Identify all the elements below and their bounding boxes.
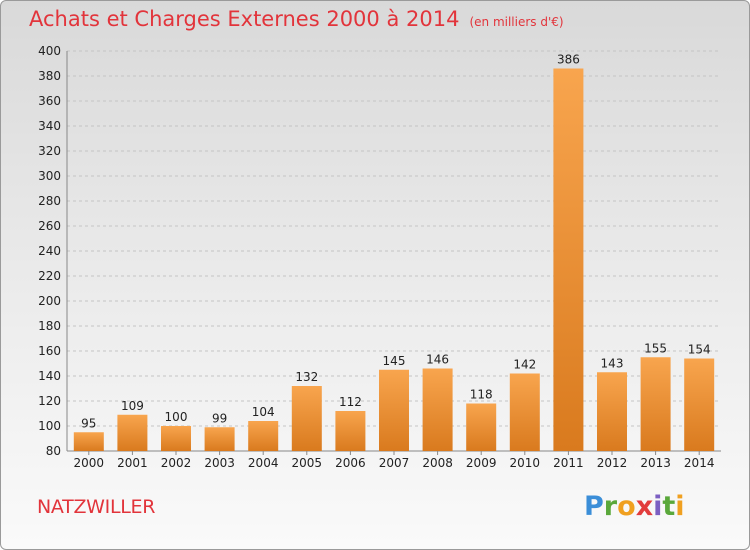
data-label-2010: 142 [513, 358, 536, 372]
x-tick-label-2012: 2012 [597, 456, 628, 470]
commune-name: NATZWILLER [37, 496, 156, 518]
y-tick-label: 260 [38, 219, 61, 233]
bar-2014 [684, 358, 715, 451]
x-tick-label-2002: 2002 [161, 456, 192, 470]
y-tick-label: 200 [38, 294, 61, 308]
x-tick-label-2000: 2000 [74, 456, 105, 470]
x-tick-label-2011: 2011 [553, 456, 584, 470]
data-label-2006: 112 [339, 395, 362, 409]
x-tick-label-2001: 2001 [117, 456, 148, 470]
x-tick-label-2004: 2004 [248, 456, 279, 470]
x-tick-label-2009: 2009 [466, 456, 497, 470]
chart-title: Achats et Charges Externes 2000 à 2014 (e… [29, 7, 564, 31]
bar-2009 [466, 403, 497, 451]
data-label-2013: 155 [644, 341, 667, 355]
y-tick-label: 220 [38, 269, 61, 283]
x-tick-label-2003: 2003 [204, 456, 235, 470]
data-label-2008: 146 [426, 353, 449, 367]
y-tick-label: 80 [46, 444, 61, 458]
bar-2013 [640, 357, 671, 451]
bar-2007 [379, 369, 409, 451]
data-label-2001: 109 [121, 399, 144, 413]
x-tick-label-2005: 2005 [292, 456, 323, 470]
bar-2012 [597, 372, 627, 451]
data-label-2000: 95 [81, 416, 96, 430]
y-tick-label: 100 [38, 419, 61, 433]
x-tick-label-2007: 2007 [379, 456, 410, 470]
data-label-2004: 104 [252, 405, 275, 419]
proxiti-logo: Proxiti [584, 491, 685, 522]
data-label-2014: 154 [688, 343, 711, 357]
y-tick-label: 360 [38, 94, 61, 108]
chart-subtitle: (en milliers d'€) [469, 15, 564, 29]
y-tick-label: 320 [38, 144, 61, 158]
y-tick-label: 140 [38, 369, 61, 383]
data-label-2012: 143 [601, 356, 624, 370]
bar-2010 [509, 373, 540, 451]
bar-2001 [117, 414, 148, 451]
y-tick-label: 300 [38, 169, 61, 183]
x-tick-label-2014: 2014 [684, 456, 715, 470]
x-tick-label-2010: 2010 [510, 456, 541, 470]
data-label-2011: 386 [557, 53, 580, 67]
bar-2011 [553, 68, 584, 451]
y-tick-label: 120 [38, 394, 61, 408]
y-tick-label: 280 [38, 194, 61, 208]
bar-2002 [161, 426, 191, 451]
chart-title-text: Achats et Charges Externes 2000 à 2014 [29, 7, 460, 31]
x-tick-label-2006: 2006 [335, 456, 366, 470]
bar-2006 [335, 411, 366, 451]
data-label-2007: 145 [383, 354, 406, 368]
bar-2003 [204, 427, 235, 451]
y-tick-label: 340 [38, 119, 61, 133]
data-label-2009: 118 [470, 388, 493, 402]
y-tick-label: 240 [38, 244, 61, 258]
y-tick-label: 400 [38, 44, 61, 58]
x-tick-label-2013: 2013 [640, 456, 671, 470]
data-label-2002: 100 [165, 410, 188, 424]
bar-2000 [73, 432, 104, 451]
bar-2004 [248, 421, 279, 451]
data-label-2005: 132 [295, 370, 318, 384]
data-label-2003: 99 [212, 411, 227, 425]
y-tick-label: 180 [38, 319, 61, 333]
bar-2005 [291, 386, 322, 451]
y-tick-label: 380 [38, 69, 61, 83]
y-tick-label: 160 [38, 344, 61, 358]
bar-2008 [422, 368, 453, 451]
x-tick-label-2008: 2008 [422, 456, 453, 470]
